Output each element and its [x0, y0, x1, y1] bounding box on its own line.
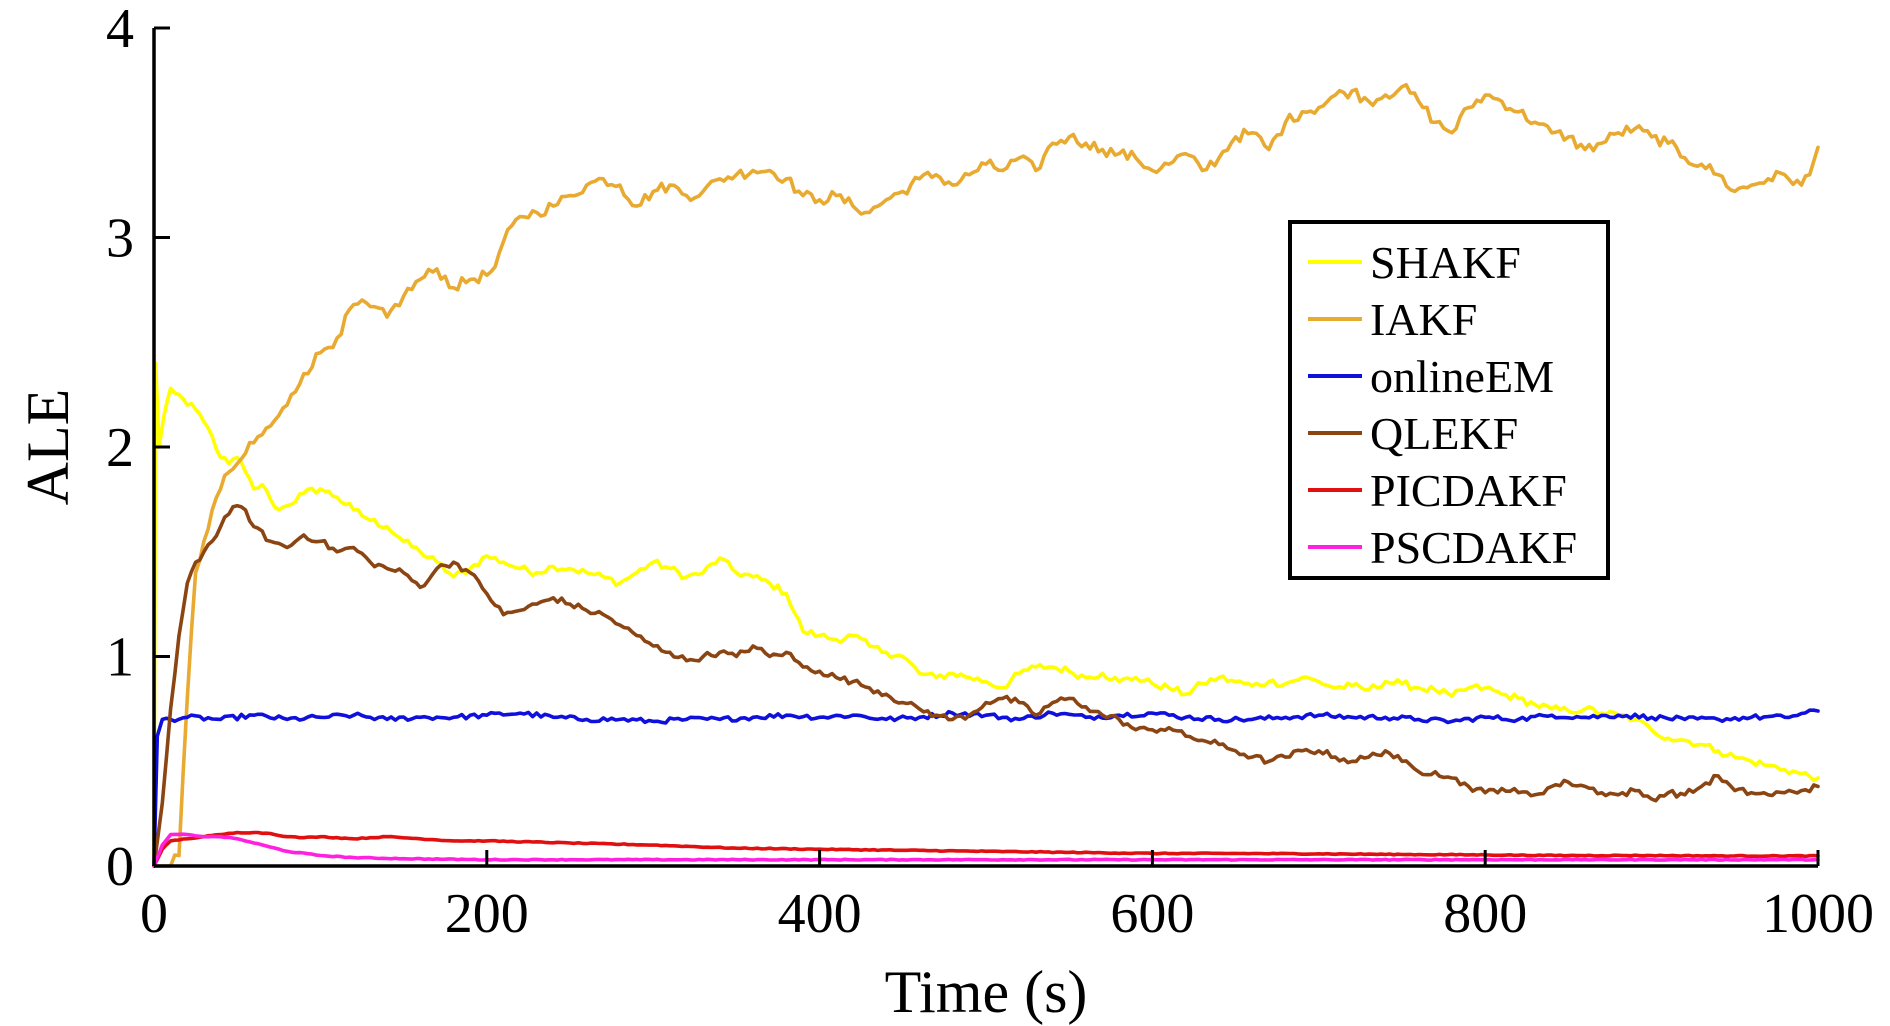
x-tick-label: 400: [778, 883, 862, 945]
y-tick-label: 1: [106, 627, 134, 689]
series-line-shakf: [152, 361, 1820, 868]
legend-box: [1288, 220, 1610, 580]
legend: SHAKF IAKF onlineEM QLEKF PICDAKF PSCDAKF: [1288, 220, 1610, 580]
series-line-onlineem: [152, 708, 1820, 868]
series-line-iakf: [152, 82, 1820, 868]
legend-entries: SHAKF IAKF onlineEM QLEKF PICDAKF PSCDAKF: [1308, 237, 1577, 573]
y-axis-label: ALE: [15, 389, 81, 506]
legend-label-iakf: IAKF: [1370, 294, 1477, 345]
series-layer: [152, 82, 1820, 868]
legend-label-shakf: SHAKF: [1370, 237, 1521, 288]
series-line-picdakf: [152, 830, 1820, 868]
legend-label-pscdakf: PSCDAKF: [1370, 522, 1577, 573]
y-tick-label: 2: [106, 417, 134, 479]
series-line-pscdakf: [152, 832, 1820, 868]
x-tick-label: 200: [445, 883, 529, 945]
y-tick-label: 4: [106, 0, 134, 60]
x-tick-label: 600: [1110, 883, 1194, 945]
legend-label-picdakf: PICDAKF: [1370, 465, 1567, 516]
legend-label-qlekf: QLEKF: [1370, 408, 1518, 459]
series-line-qlekf: [152, 503, 1820, 868]
x-tick-label: 1000: [1762, 883, 1874, 945]
y-tick-label: 3: [106, 208, 134, 270]
y-tick-label: 0: [106, 836, 134, 898]
x-tick-label: 0: [140, 883, 168, 945]
ticks-layer: 0 200 400 600 800 1000 0 1 2 3 4: [106, 0, 1874, 945]
x-tick-label: 800: [1443, 883, 1527, 945]
x-axis-label: Time (s): [885, 959, 1088, 1025]
legend-label-onlineem: onlineEM: [1370, 351, 1554, 402]
